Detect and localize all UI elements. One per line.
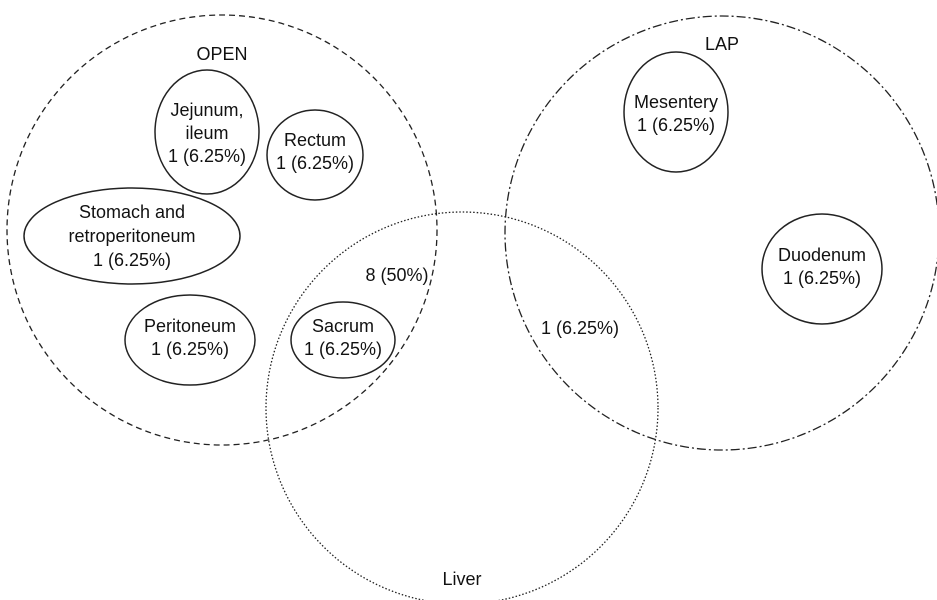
open-circle <box>6 14 438 446</box>
region-ellipse <box>154 69 260 195</box>
region-label: retroperitoneum <box>68 226 195 246</box>
set-label: Liver <box>442 569 481 589</box>
region-label: 1 (6.25%) <box>541 318 619 338</box>
region-label: 1 (6.25%) <box>168 146 246 166</box>
region-label: 1 (6.25%) <box>93 250 171 270</box>
region-ellipse <box>290 301 396 379</box>
region-label: Stomach and <box>79 202 185 222</box>
region-label: Duodenum <box>778 245 866 265</box>
region-ellipse <box>761 213 883 325</box>
region-label: ileum <box>185 123 228 143</box>
region-label: Jejunum, <box>170 100 243 120</box>
region-label: 1 (6.25%) <box>276 153 354 173</box>
region-label: Rectum <box>284 130 346 150</box>
region-ellipse <box>623 51 729 173</box>
region-ellipse <box>266 109 364 201</box>
region-label: 1 (6.25%) <box>783 268 861 288</box>
region-ellipse <box>23 187 241 285</box>
region-label: 1 (6.25%) <box>151 339 229 359</box>
region-label: Peritoneum <box>144 316 236 336</box>
region-label: Mesentery <box>634 92 718 112</box>
liver-circle <box>265 211 659 600</box>
set-label: LAP <box>705 34 739 54</box>
region-label: 8 (50%) <box>365 265 428 285</box>
region-ellipse <box>124 294 256 386</box>
region-label: Sacrum <box>312 316 374 336</box>
region-label: 1 (6.25%) <box>637 115 715 135</box>
region-label: 1 (6.25%) <box>304 339 382 359</box>
lap-circle <box>504 15 937 451</box>
set-label: OPEN <box>196 44 247 64</box>
